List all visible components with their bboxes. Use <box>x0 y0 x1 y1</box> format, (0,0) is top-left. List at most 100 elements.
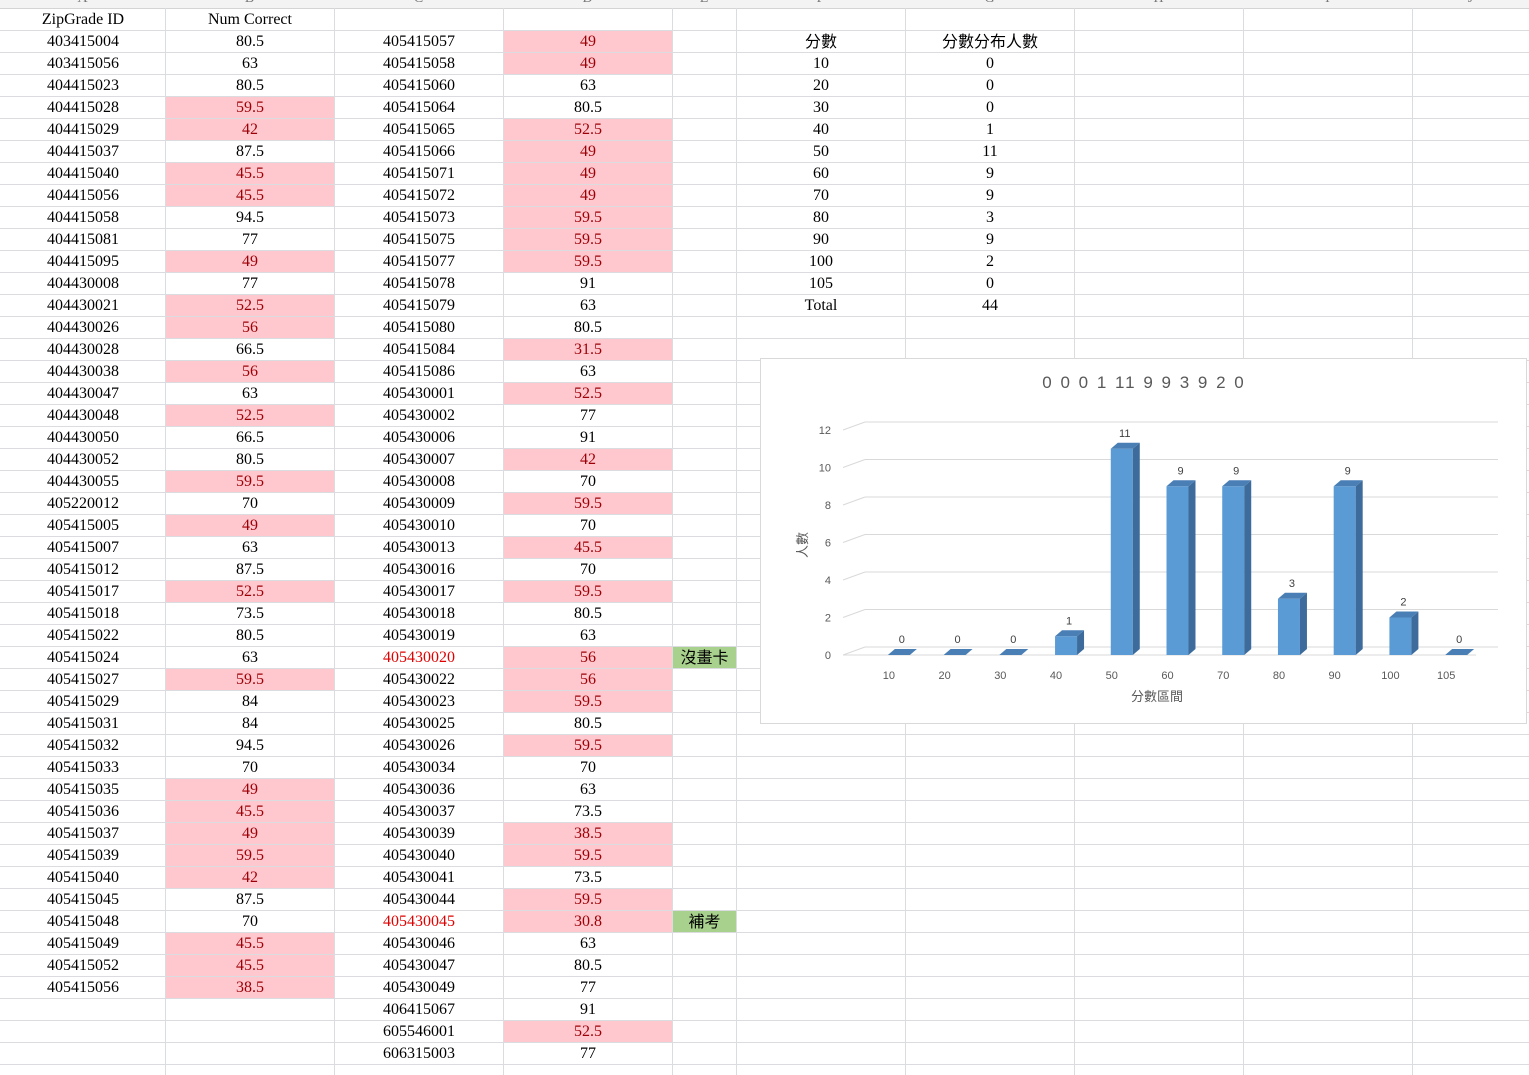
cell-id[interactable]: 405430017 <box>383 583 455 600</box>
cell-id[interactable]: 405430041 <box>383 869 455 886</box>
cell-id[interactable]: 405430020 <box>383 649 455 666</box>
cell-score[interactable]: 77 <box>242 275 258 292</box>
cell-score[interactable]: 80.5 <box>236 77 264 94</box>
cell-score[interactable]: 87.5 <box>236 143 264 160</box>
cell-score[interactable]: 59.5 <box>504 735 672 756</box>
freq-header-count[interactable]: 分數分布人數 <box>941 32 1038 51</box>
cell-id[interactable]: 404415095 <box>47 253 119 270</box>
cell-id[interactable]: 405415086 <box>383 363 455 380</box>
cell-id[interactable]: 405430006 <box>383 429 455 446</box>
freq-bin[interactable]: 70 <box>813 187 829 204</box>
cell-id[interactable]: 405415077 <box>383 253 455 270</box>
cell-score[interactable]: 59.5 <box>504 889 672 910</box>
column-header-bar[interactable]: ABCDEFGHIJ <box>0 0 1529 9</box>
cell-id[interactable]: 405415032 <box>47 737 119 754</box>
cell-id[interactable]: 405415031 <box>47 715 119 732</box>
cell-score[interactable]: 94.5 <box>236 737 264 754</box>
cell-id[interactable]: 405430009 <box>383 495 455 512</box>
cell-id[interactable]: 404430050 <box>47 429 119 446</box>
cell-score[interactable]: 49 <box>166 515 334 536</box>
cell-id[interactable]: 405415078 <box>383 275 455 292</box>
cell-id[interactable]: 404415023 <box>47 77 119 94</box>
cell-id[interactable]: 405430023 <box>383 693 455 710</box>
cell-score[interactable]: 70 <box>580 473 596 490</box>
freq-count[interactable]: 0 <box>986 77 994 94</box>
cell-score[interactable]: 63 <box>580 781 596 798</box>
cell-score[interactable]: 80.5 <box>574 715 602 732</box>
cell-score[interactable]: 59.5 <box>504 493 672 514</box>
cell-score[interactable]: 52.5 <box>166 405 334 426</box>
header-zipgrade-id[interactable]: ZipGrade ID <box>41 11 125 28</box>
cell-score[interactable]: 49 <box>166 251 334 272</box>
cell-score[interactable]: 45.5 <box>166 185 334 206</box>
cell-id[interactable]: 405430010 <box>383 517 455 534</box>
cell-score[interactable]: 66.5 <box>236 429 264 446</box>
cell-id[interactable]: 404430038 <box>47 363 119 380</box>
cell-score[interactable]: 52.5 <box>504 119 672 140</box>
cell-score[interactable]: 77 <box>242 231 258 248</box>
cell-score[interactable]: 84 <box>242 693 258 710</box>
cell-score[interactable]: 80.5 <box>574 957 602 974</box>
cell-score[interactable]: 59.5 <box>166 471 334 492</box>
cell-id[interactable]: 404430028 <box>47 341 119 358</box>
cell-score[interactable]: 70 <box>580 561 596 578</box>
freq-count[interactable]: 9 <box>986 187 994 204</box>
cell-score[interactable]: 42 <box>166 119 334 140</box>
cell-id[interactable]: 404415029 <box>47 121 119 138</box>
cell-score[interactable]: 52.5 <box>166 581 334 602</box>
column-letter-A[interactable]: A <box>0 0 165 7</box>
note-cell[interactable]: 沒畫卡 <box>673 647 736 668</box>
cell-id[interactable]: 405430037 <box>383 803 455 820</box>
cell-id[interactable]: 405415018 <box>47 605 119 622</box>
cell-score[interactable]: 63 <box>580 297 596 314</box>
cell-score[interactable]: 42 <box>166 867 334 888</box>
freq-header-bin[interactable]: 分數 <box>804 32 837 51</box>
cell-id[interactable]: 405415022 <box>47 627 119 644</box>
cell-id[interactable]: 405430025 <box>383 715 455 732</box>
cell-score[interactable]: 59.5 <box>504 581 672 602</box>
cell-id[interactable]: 405415033 <box>47 759 119 776</box>
freq-bin[interactable]: Total <box>804 297 838 314</box>
cell-score[interactable]: 49 <box>504 141 672 162</box>
cell-id[interactable]: 404415037 <box>47 143 119 160</box>
cell-score[interactable]: 49 <box>166 779 334 800</box>
cell-score[interactable]: 59.5 <box>166 845 334 866</box>
cell-id[interactable]: 405430001 <box>383 385 455 402</box>
freq-bin[interactable]: 20 <box>813 77 829 94</box>
cell-id[interactable]: 405220012 <box>47 495 119 512</box>
freq-bin[interactable]: 100 <box>809 253 833 270</box>
freq-bin[interactable]: 10 <box>813 55 829 72</box>
cell-score[interactable]: 38.5 <box>166 977 334 998</box>
cell-score[interactable]: 73.5 <box>574 803 602 820</box>
cell-id[interactable]: 404430047 <box>47 385 119 402</box>
cell-score[interactable]: 30.8 <box>504 911 672 932</box>
cell-score[interactable]: 70 <box>580 517 596 534</box>
cell-score[interactable]: 80.5 <box>574 99 602 116</box>
column-letter-D[interactable]: D <box>503 0 672 7</box>
freq-count[interactable]: 9 <box>986 165 994 182</box>
cell-id[interactable]: 605546001 <box>383 1023 455 1040</box>
cell-score[interactable]: 77 <box>580 1045 596 1062</box>
cell-id[interactable]: 405415057 <box>383 33 455 50</box>
freq-bin[interactable]: 105 <box>809 275 833 292</box>
cell-id[interactable]: 403415056 <box>47 55 119 72</box>
cell-id[interactable]: 405430007 <box>383 451 455 468</box>
cell-score[interactable]: 70 <box>580 759 596 776</box>
cell-id[interactable]: 405415007 <box>47 539 119 556</box>
cell-score[interactable]: 73.5 <box>574 869 602 886</box>
cell-id[interactable]: 405415060 <box>383 77 455 94</box>
cell-score[interactable]: 80.5 <box>236 33 264 50</box>
cell-id[interactable]: 404430021 <box>47 297 119 314</box>
cell-score[interactable]: 45.5 <box>166 801 334 822</box>
cell-id[interactable]: 405415065 <box>383 121 455 138</box>
freq-count[interactable]: 1 <box>986 121 994 138</box>
cell-score[interactable]: 42 <box>504 449 672 470</box>
cell-score[interactable]: 59.5 <box>166 669 334 690</box>
cell-score[interactable]: 59.5 <box>504 845 672 866</box>
header-num-correct[interactable]: Num Correct <box>208 11 292 28</box>
cell-score[interactable]: 91 <box>580 429 596 446</box>
cell-score[interactable]: 63 <box>242 55 258 72</box>
cell-id[interactable]: 405430016 <box>383 561 455 578</box>
freq-bin[interactable]: 30 <box>813 99 829 116</box>
cell-score[interactable]: 56 <box>504 647 672 668</box>
